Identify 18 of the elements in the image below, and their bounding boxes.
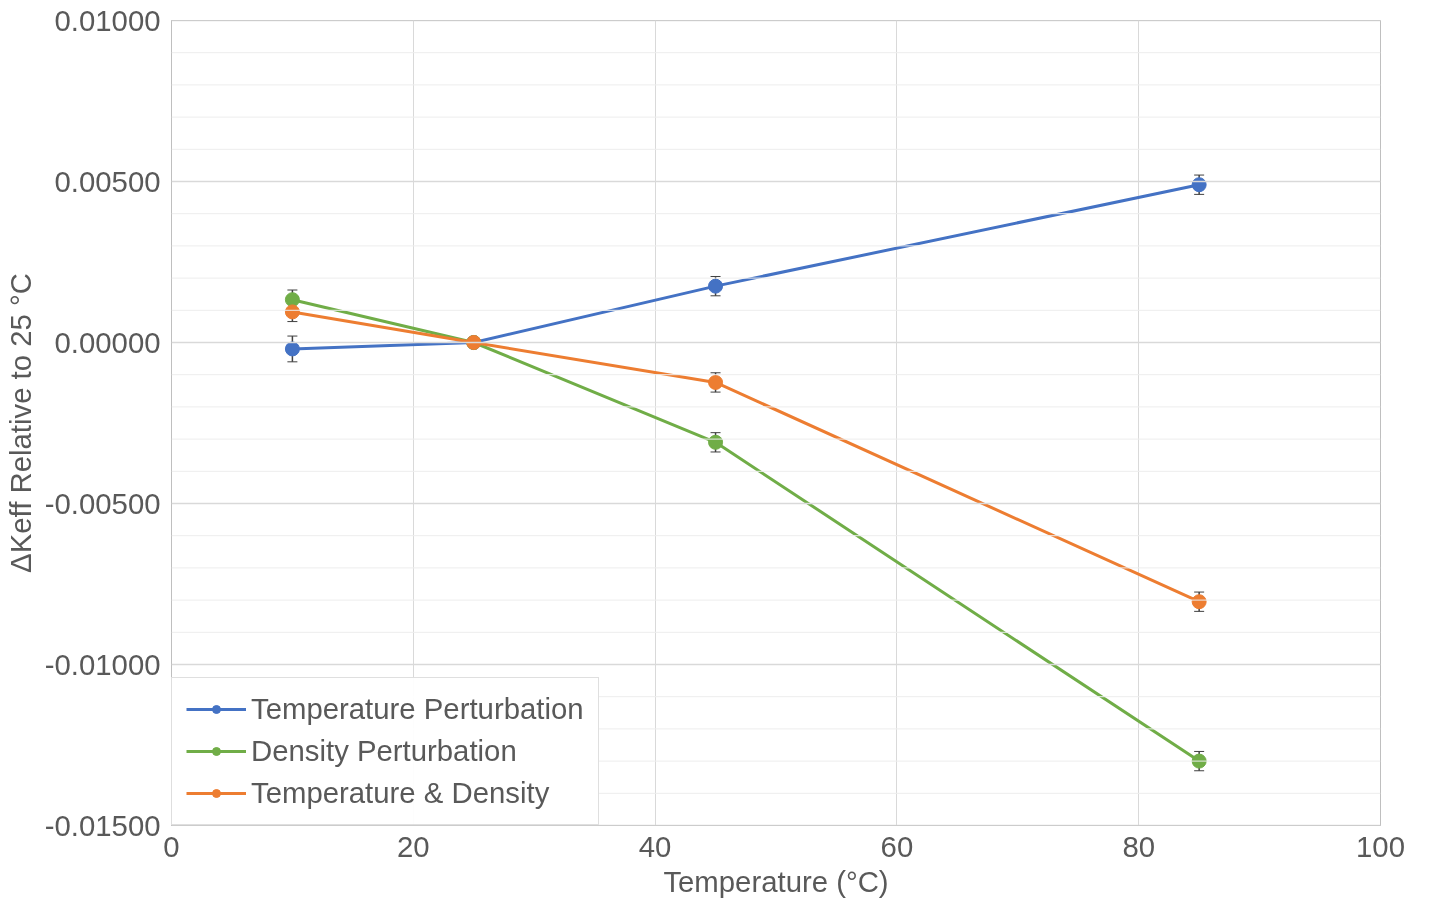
y-tick-label: 0.00500 — [54, 164, 161, 198]
y-tick-label: -0.01500 — [44, 808, 161, 842]
legend-label: Density Perturbation — [251, 734, 517, 768]
y-tick-label: 0.01000 — [54, 3, 161, 37]
point — [284, 341, 300, 357]
x-tick-label: 100 — [1356, 829, 1405, 863]
x-tick-label: 60 — [880, 829, 914, 863]
y-tick-label: -0.01000 — [44, 647, 161, 681]
x-tick-label: 0 — [163, 829, 180, 863]
x-tick-label: 80 — [1122, 829, 1156, 863]
x-tick-label: 20 — [396, 829, 430, 863]
legend-label: Temperature Perturbation — [251, 692, 584, 726]
x-axis-title: Temperature (°C) — [663, 864, 889, 898]
x-tick-label: 40 — [638, 829, 672, 863]
y-tick-label: 0.00000 — [54, 325, 161, 359]
y-tick-label: -0.00500 — [44, 486, 161, 520]
legend-label: Temperature & Density — [251, 776, 550, 810]
y-axis-title: ΔKeff Relative to 25 °C — [3, 273, 37, 573]
